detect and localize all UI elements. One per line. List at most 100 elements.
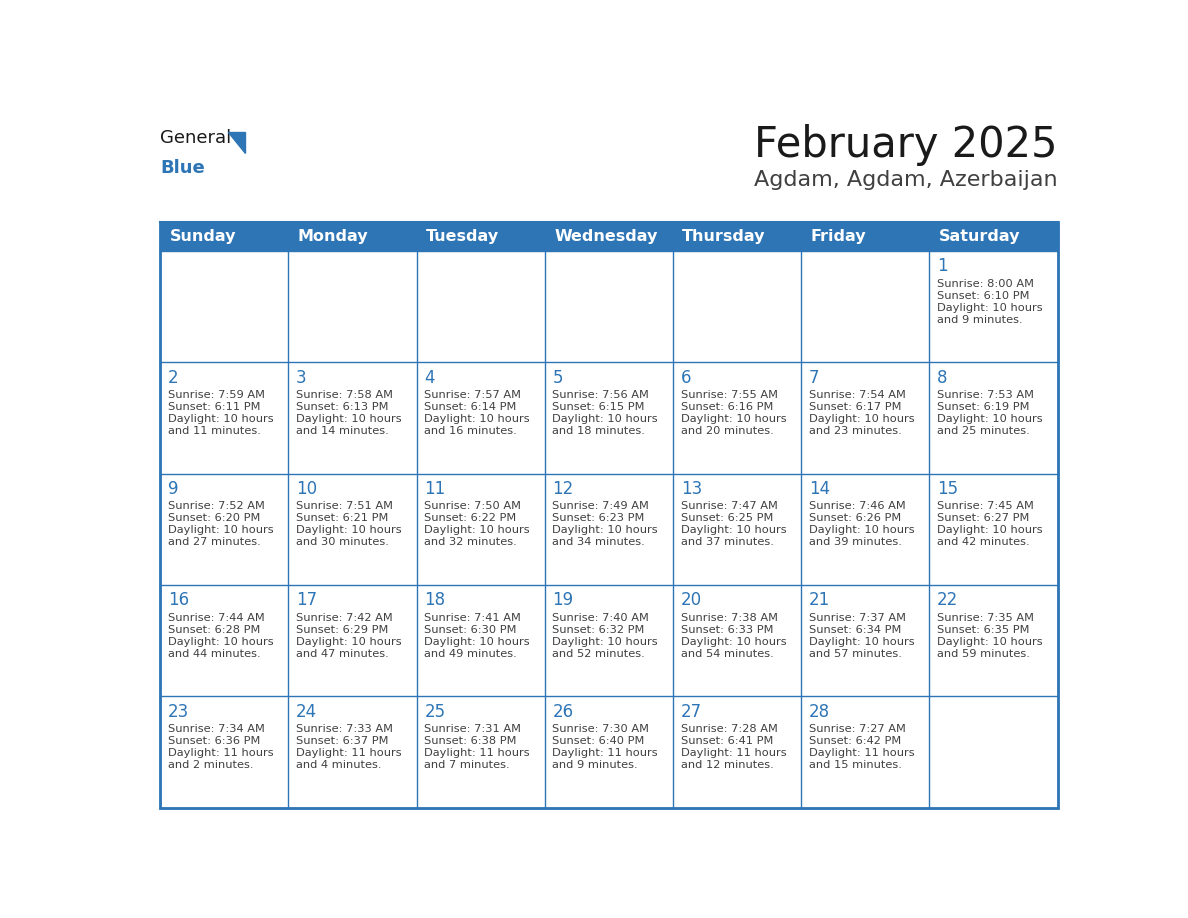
Text: Sunset: 6:21 PM: Sunset: 6:21 PM: [296, 513, 388, 523]
Text: Sunset: 6:14 PM: Sunset: 6:14 PM: [424, 402, 517, 412]
Bar: [801, 697, 929, 808]
Text: Wednesday: Wednesday: [554, 229, 657, 244]
Text: Sunset: 6:29 PM: Sunset: 6:29 PM: [296, 625, 388, 634]
Bar: [545, 363, 672, 474]
Text: 7: 7: [809, 368, 820, 386]
Bar: [672, 251, 801, 363]
Text: Daylight: 11 hours: Daylight: 11 hours: [296, 748, 402, 758]
Text: and 44 minutes.: and 44 minutes.: [168, 649, 260, 658]
Text: and 9 minutes.: and 9 minutes.: [937, 315, 1023, 325]
Text: and 15 minutes.: and 15 minutes.: [809, 760, 902, 770]
Bar: [417, 474, 545, 585]
Text: Sunset: 6:41 PM: Sunset: 6:41 PM: [681, 736, 773, 746]
Text: Sunrise: 7:50 AM: Sunrise: 7:50 AM: [424, 501, 522, 511]
Text: Sunrise: 7:45 AM: Sunrise: 7:45 AM: [937, 501, 1034, 511]
Text: Sunrise: 7:46 AM: Sunrise: 7:46 AM: [809, 501, 905, 511]
Bar: [545, 697, 672, 808]
Bar: [417, 363, 545, 474]
Text: Saturday: Saturday: [939, 229, 1020, 244]
Text: Sunrise: 7:33 AM: Sunrise: 7:33 AM: [296, 724, 393, 734]
Text: Sunrise: 7:49 AM: Sunrise: 7:49 AM: [552, 501, 650, 511]
Text: Sunrise: 7:53 AM: Sunrise: 7:53 AM: [937, 390, 1034, 400]
Text: Sunset: 6:27 PM: Sunset: 6:27 PM: [937, 513, 1030, 523]
Bar: [289, 363, 417, 474]
Text: Daylight: 11 hours: Daylight: 11 hours: [168, 748, 273, 758]
Bar: [160, 474, 289, 585]
Bar: [289, 585, 417, 697]
Text: Daylight: 10 hours: Daylight: 10 hours: [809, 525, 915, 535]
Bar: [801, 585, 929, 697]
Bar: [160, 363, 289, 474]
Text: Thursday: Thursday: [682, 229, 766, 244]
Text: 17: 17: [296, 591, 317, 610]
Text: Sunset: 6:33 PM: Sunset: 6:33 PM: [681, 625, 773, 634]
Text: Sunset: 6:34 PM: Sunset: 6:34 PM: [809, 625, 902, 634]
Text: and 9 minutes.: and 9 minutes.: [552, 760, 638, 770]
Text: Daylight: 10 hours: Daylight: 10 hours: [552, 414, 658, 424]
Text: and 2 minutes.: and 2 minutes.: [168, 760, 253, 770]
Text: and 7 minutes.: and 7 minutes.: [424, 760, 510, 770]
Text: Daylight: 10 hours: Daylight: 10 hours: [552, 637, 658, 646]
Text: Sunrise: 7:34 AM: Sunrise: 7:34 AM: [168, 724, 265, 734]
Text: and 20 minutes.: and 20 minutes.: [681, 426, 773, 436]
Text: Daylight: 10 hours: Daylight: 10 hours: [681, 525, 786, 535]
Text: 25: 25: [424, 702, 446, 721]
Text: Friday: Friday: [810, 229, 866, 244]
Text: Sunrise: 7:30 AM: Sunrise: 7:30 AM: [552, 724, 650, 734]
Text: Agdam, Agdam, Azerbaijan: Agdam, Agdam, Azerbaijan: [754, 170, 1057, 190]
Text: 4: 4: [424, 368, 435, 386]
Text: Sunset: 6:15 PM: Sunset: 6:15 PM: [552, 402, 645, 412]
Text: and 39 minutes.: and 39 minutes.: [809, 537, 902, 547]
Text: Daylight: 10 hours: Daylight: 10 hours: [168, 414, 273, 424]
Text: 1: 1: [937, 257, 948, 275]
Text: 3: 3: [296, 368, 307, 386]
Text: and 32 minutes.: and 32 minutes.: [424, 537, 517, 547]
Bar: [929, 474, 1057, 585]
Text: and 49 minutes.: and 49 minutes.: [424, 649, 517, 658]
Bar: [289, 251, 417, 363]
Text: Sunrise: 7:47 AM: Sunrise: 7:47 AM: [681, 501, 778, 511]
Text: 5: 5: [552, 368, 563, 386]
Bar: [929, 697, 1057, 808]
Text: 19: 19: [552, 591, 574, 610]
Text: Sunrise: 7:35 AM: Sunrise: 7:35 AM: [937, 613, 1034, 622]
Text: 12: 12: [552, 480, 574, 498]
Text: and 57 minutes.: and 57 minutes.: [809, 649, 902, 658]
Bar: [672, 363, 801, 474]
Text: Sunday: Sunday: [170, 229, 236, 244]
Text: 23: 23: [168, 702, 189, 721]
Text: 27: 27: [681, 702, 702, 721]
Bar: [160, 585, 289, 697]
Text: Sunrise: 7:59 AM: Sunrise: 7:59 AM: [168, 390, 265, 400]
Text: 9: 9: [168, 480, 178, 498]
Text: 18: 18: [424, 591, 446, 610]
Text: Daylight: 10 hours: Daylight: 10 hours: [424, 414, 530, 424]
Text: Sunrise: 7:42 AM: Sunrise: 7:42 AM: [296, 613, 393, 622]
Bar: [160, 222, 1057, 251]
Text: Daylight: 10 hours: Daylight: 10 hours: [937, 637, 1043, 646]
Bar: [801, 363, 929, 474]
Text: Monday: Monday: [298, 229, 368, 244]
Text: Sunset: 6:38 PM: Sunset: 6:38 PM: [424, 736, 517, 746]
Text: and 42 minutes.: and 42 minutes.: [937, 537, 1030, 547]
Text: Sunrise: 7:55 AM: Sunrise: 7:55 AM: [681, 390, 778, 400]
Bar: [289, 474, 417, 585]
Text: Sunset: 6:20 PM: Sunset: 6:20 PM: [168, 513, 260, 523]
Bar: [672, 585, 801, 697]
Text: Sunset: 6:32 PM: Sunset: 6:32 PM: [552, 625, 645, 634]
Text: Blue: Blue: [160, 159, 204, 176]
Bar: [545, 474, 672, 585]
Text: Sunrise: 7:31 AM: Sunrise: 7:31 AM: [424, 724, 522, 734]
Text: Sunrise: 7:27 AM: Sunrise: 7:27 AM: [809, 724, 905, 734]
Bar: [160, 251, 289, 363]
Text: and 59 minutes.: and 59 minutes.: [937, 649, 1030, 658]
Text: Daylight: 10 hours: Daylight: 10 hours: [552, 525, 658, 535]
Text: Sunrise: 8:00 AM: Sunrise: 8:00 AM: [937, 279, 1034, 289]
Text: 28: 28: [809, 702, 830, 721]
Bar: [929, 251, 1057, 363]
Text: Sunset: 6:42 PM: Sunset: 6:42 PM: [809, 736, 902, 746]
Text: 8: 8: [937, 368, 948, 386]
Text: Sunrise: 7:37 AM: Sunrise: 7:37 AM: [809, 613, 906, 622]
Bar: [545, 251, 672, 363]
Text: Sunset: 6:16 PM: Sunset: 6:16 PM: [681, 402, 773, 412]
